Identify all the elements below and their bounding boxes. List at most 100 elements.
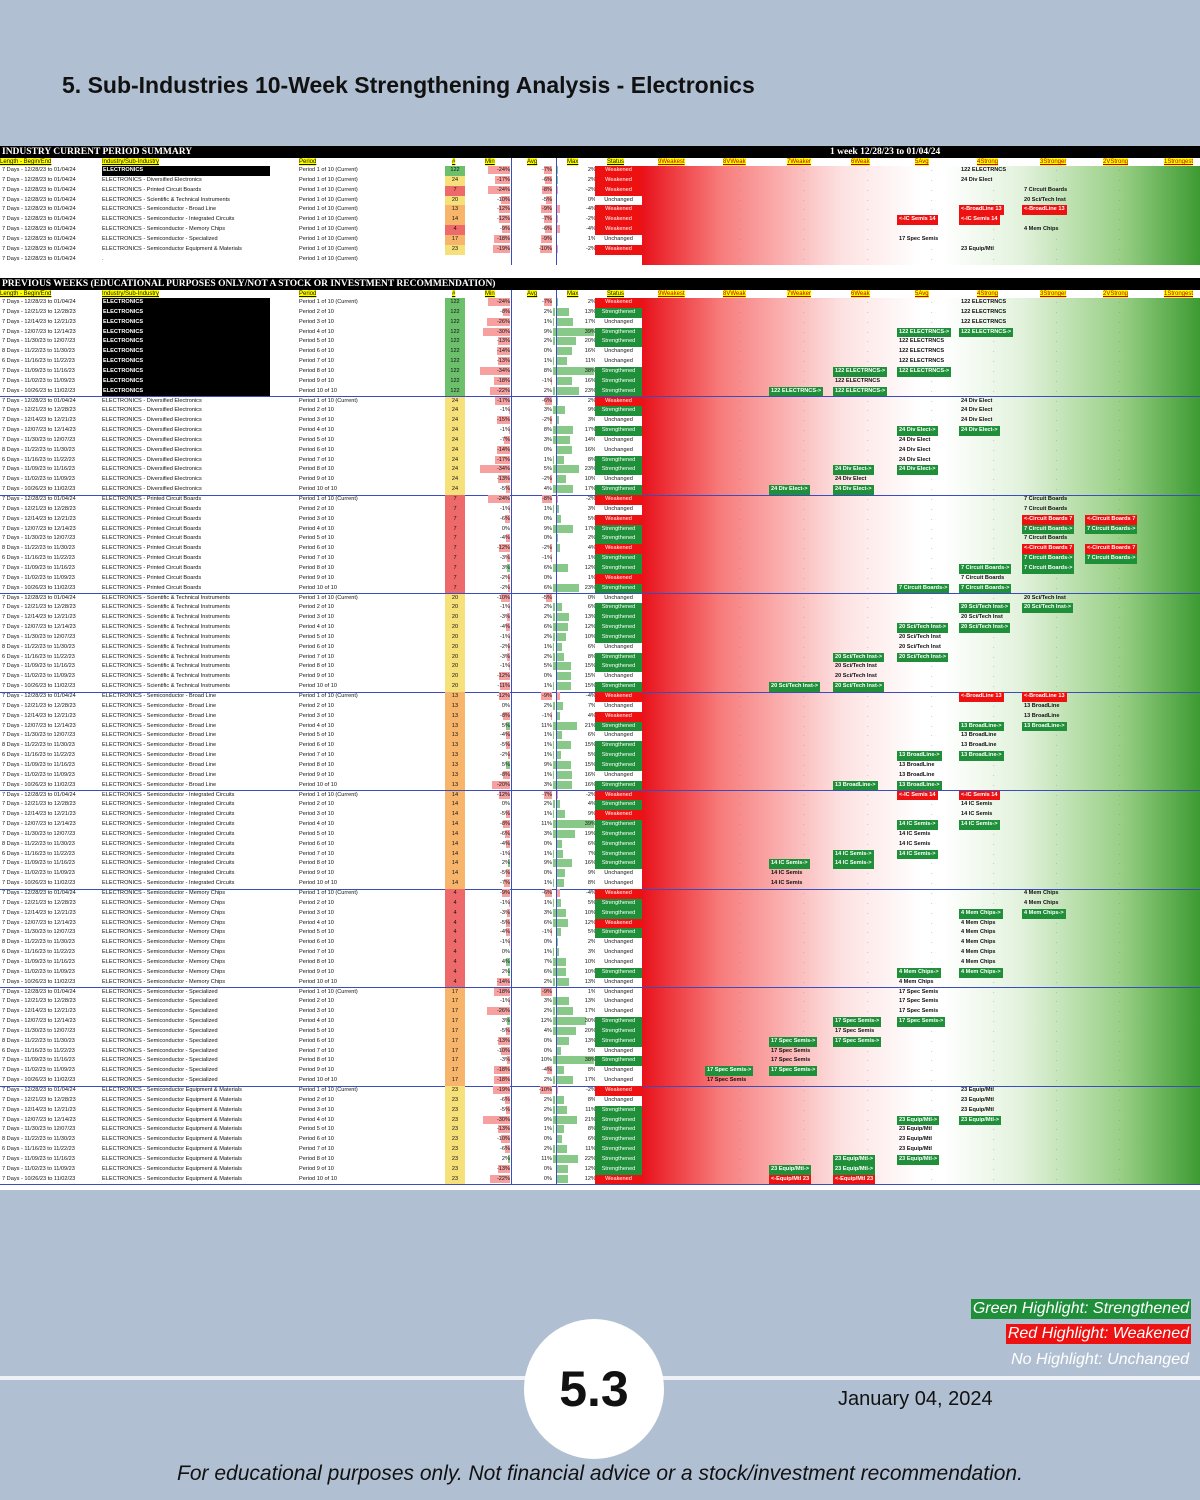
row-industry: ELECTRONICS - Scientific & Technical Ins… [102,673,230,680]
empty-cell-dot: . [993,367,995,374]
status-badge: Weakened [595,244,642,255]
status-badge: Weakened [595,810,642,821]
table-row: 7 Days - 12/07/23 to 12/14/23 ELECTRONICS… [0,327,1200,338]
empty-cell-dot: . [674,909,676,916]
max-bar [556,603,562,612]
status-badge: Weakened [595,889,642,899]
min-bar [493,987,510,996]
row-industry: ELECTRONICS - Semiconductor - Specialize… [102,998,218,1005]
row-length: 7 Days - 12/14/23 to 12/21/23 [2,515,76,522]
row-industry: ELECTRONICS - Semiconductor Equipment & … [102,1146,242,1153]
row-count: 13 [445,721,465,732]
row-avg: 3% [543,909,552,916]
avg-bar [553,1125,555,1134]
min-bar [498,475,510,484]
row-count: 122 [445,298,465,308]
empty-cell-dot: . [993,235,995,242]
empty-cell-dot: . [1180,761,1182,768]
row-avg: 0% [543,1047,552,1054]
min-bar [505,869,510,878]
max-bar [556,166,558,174]
max-bar [556,928,561,937]
empty-cell-dot: . [803,712,805,719]
status-badge: Strengthened [595,800,642,811]
row-period: Period 5 of 10 [299,1126,334,1133]
column-header: Status [607,290,625,298]
row-count: 20 [445,682,465,692]
empty-cell-dot: . [1119,176,1121,183]
row-min: -10% [496,1047,510,1054]
empty-cell-dot: . [1119,702,1121,709]
row-length: 7 Days - 12/14/23 to 12/21/23 [2,614,76,621]
empty-cell-dot: . [739,1146,741,1153]
row-max: 15% [584,663,596,670]
rank-label: <-BroadLine 13 [959,205,1004,216]
row-period: Period 6 of 10 [299,643,334,650]
min-bar [505,1105,510,1114]
empty-cell-dot: . [674,417,676,424]
status-badge: Strengthened [595,613,642,624]
rank-label: 23 Equip/Mtl-> [959,1115,1002,1126]
table-row: 7 Days - 12/28/23 to 01/04/24 ELECTRONICS… [0,234,1200,245]
row-industry: ELECTRONICS - Semiconductor - Broad Line [102,781,217,788]
empty-cell-dot: . [1119,683,1121,690]
status-badge: Strengthened [595,1115,642,1126]
empty-cell-dot: . [931,387,933,394]
empty-cell-dot: . [993,1165,995,1172]
row-avg: 3% [543,998,552,1005]
empty-cell-dot: . [1119,1077,1121,1084]
row-industry: ELECTRONICS - Printed Circuit Boards [102,496,202,502]
empty-cell-dot: . [674,186,676,193]
row-industry: ELECTRONICS - Printed Circuit Boards [102,535,202,542]
page-title: 5. Sub-Industries 10-Week Strengthening … [62,72,755,98]
empty-cell-dot: . [674,860,676,867]
empty-cell-dot: . [739,890,741,896]
rank-label: <-Equip/Mtl 23 [833,1174,876,1185]
row-min: -9% [500,890,510,896]
row-industry: ELECTRONICS [102,357,270,367]
status-badge: Strengthened [595,1017,642,1027]
empty-cell-dot: . [1056,673,1058,680]
empty-cell-dot: . [931,683,933,690]
row-period: Period 4 of 10 [299,427,334,434]
empty-cell-dot: . [1056,643,1058,650]
row-period: Period 1 of 10 (Current) [299,196,358,203]
row-length: 6 Days - 11/16/23 to 11/22/23 [2,850,75,857]
empty-cell-dot: . [674,663,676,670]
rank-label: <-BroadLine 13 [959,692,1004,702]
empty-cell-dot: . [1180,604,1182,611]
row-length: 6 Days - 11/16/23 to 11/22/23 [2,949,75,956]
row-industry: ELECTRONICS - Scientific & Technical Ins… [102,604,230,611]
empty-cell-dot: . [739,909,741,916]
status-badge: Unchanged [595,445,642,456]
table-row: 7 Days - 12/14/23 to 12/21/23 ELECTRONICS… [0,908,1200,919]
rank-label: 122 ELECTRNCS-> [959,327,1014,338]
row-max: 0% [587,196,596,203]
row-period: Period 8 of 10 [299,564,334,571]
max-bar [556,524,573,533]
empty-cell-dot: . [739,358,741,365]
min-bar [498,1164,510,1173]
row-min: -24% [496,167,510,173]
empty-cell-dot: . [931,1057,933,1064]
empty-cell-dot: . [1119,245,1121,252]
row-period: Period 7 of 10 [299,752,334,759]
min-bar [506,839,510,848]
status-badge: Strengthened [595,524,642,535]
empty-cell-dot: . [1180,545,1182,552]
empty-cell-dot: . [1180,476,1182,483]
empty-cell-dot: . [674,476,676,483]
row-max: 12% [584,919,596,926]
row-length: 7 Days - 12/07/23 to 12/14/23 [2,624,76,631]
empty-cell-dot: . [1180,958,1182,965]
empty-cell-dot: . [993,436,995,443]
min-bar [501,1135,510,1144]
row-count: 17 [445,1046,465,1057]
row-max: 6% [587,643,596,650]
row-avg: 2% [543,1106,552,1113]
empty-cell-dot: . [931,614,933,621]
empty-cell-dot: . [1119,1155,1121,1162]
empty-cell-dot: . [1119,1096,1121,1103]
empty-cell-dot: . [867,186,869,193]
rank-label: 14 IC Semis [961,811,993,818]
